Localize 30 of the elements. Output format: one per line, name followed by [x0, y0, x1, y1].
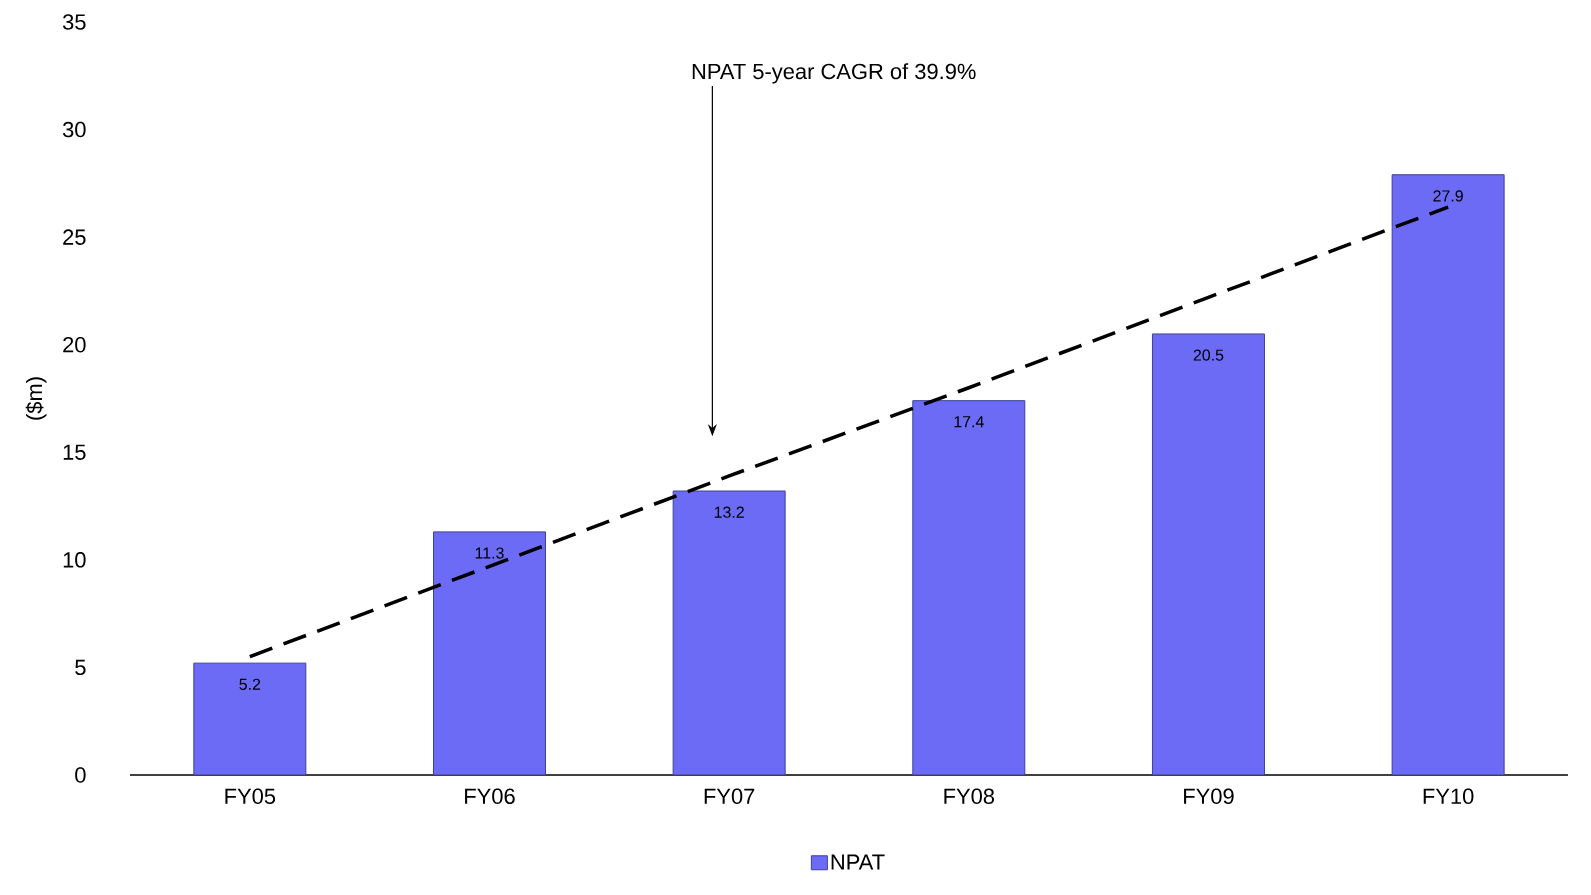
data-label: 5.2 — [239, 678, 261, 690]
line-series — [248, 205, 1450, 659]
data-label: 11.3 — [475, 547, 504, 559]
bar — [672, 490, 786, 775]
y-tick-label: 10 — [63, 552, 86, 568]
legend-label: NPAT — [831, 854, 885, 870]
x-tick-label: FY06 — [465, 788, 515, 805]
bar — [912, 400, 1026, 775]
y-tick-label: 20 — [63, 336, 86, 353]
y-axis-title: ($m) — [25, 377, 47, 420]
y-tick-label: 25 — [63, 229, 86, 245]
data-label: 20.5 — [1193, 349, 1224, 361]
x-tick-label: FY10 — [1423, 788, 1474, 805]
y-tick-label: 5 — [75, 659, 86, 676]
x-tick-label: FY05 — [225, 788, 276, 805]
y-tick-label: 30 — [62, 121, 86, 138]
x-tick-label: FY08 — [944, 788, 995, 805]
x-tick-label: FY09 — [1184, 788, 1234, 805]
y-tick-label: 35 — [62, 14, 86, 30]
data-label: 27.9 — [1433, 190, 1463, 202]
bar — [1391, 174, 1505, 775]
bar — [432, 531, 546, 775]
x-tick-label: FY07 — [704, 788, 755, 805]
annotation: NPAT 5-year CAGR of 39.9% — [692, 63, 976, 84]
bar — [1151, 333, 1265, 775]
bar — [193, 662, 307, 775]
y-tick-label: 0 — [75, 767, 86, 783]
data-label: 17.4 — [954, 416, 984, 428]
y-tick-label: 15 — [63, 444, 86, 460]
data-label: 13.2 — [714, 506, 744, 518]
